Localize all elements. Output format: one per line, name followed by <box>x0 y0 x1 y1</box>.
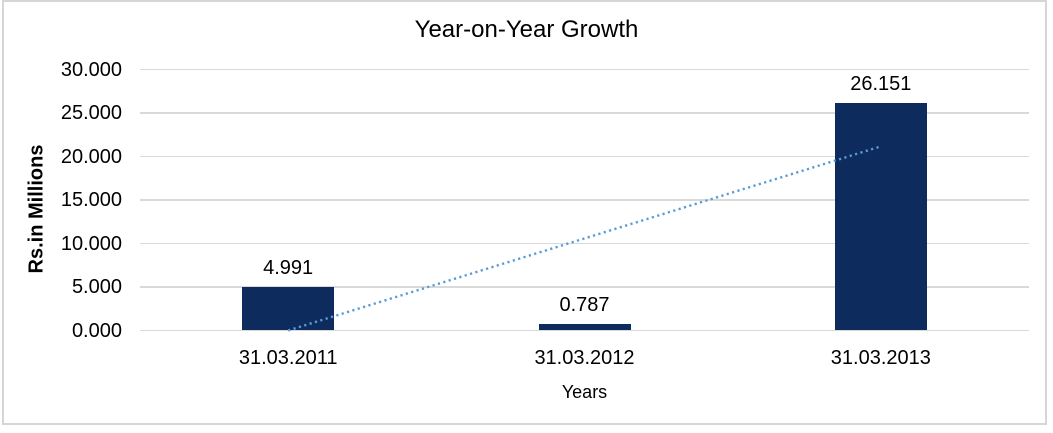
gridline <box>140 329 1029 332</box>
x-tick-label: 31.03.2013 <box>830 347 931 369</box>
gridline <box>140 68 1029 71</box>
y-tick-label: 10.000 <box>60 232 122 255</box>
y-tick-label: 20.000 <box>60 145 122 168</box>
gridline <box>140 155 1029 158</box>
gridline <box>140 286 1029 288</box>
bar-value-label: 26.151 <box>850 72 912 95</box>
bar <box>834 102 927 331</box>
bar-value-label: 4.991 <box>263 257 314 280</box>
y-tick-label: 25.000 <box>60 102 122 124</box>
trendline-path <box>287 144 882 332</box>
y-tick-label: 30.000 <box>60 58 122 81</box>
bar <box>538 323 631 331</box>
x-axis-title: Years <box>561 382 608 402</box>
bar <box>242 287 335 331</box>
x-tick-label: 31.03.2012 <box>534 347 635 369</box>
y-tick-label: 5.000 <box>71 276 122 298</box>
x-tick-label: 31.03.2011 <box>238 347 338 369</box>
gridline <box>140 112 1029 114</box>
chart-title: Year-on-Year Growth <box>414 16 639 43</box>
y-tick-label: 0.000 <box>71 319 122 342</box>
gridline <box>140 199 1029 201</box>
y-tick-label: 15.000 <box>60 189 122 211</box>
gridline <box>140 242 1029 245</box>
bar-value-label: 0.787 <box>559 293 610 316</box>
trendline <box>287 144 882 332</box>
